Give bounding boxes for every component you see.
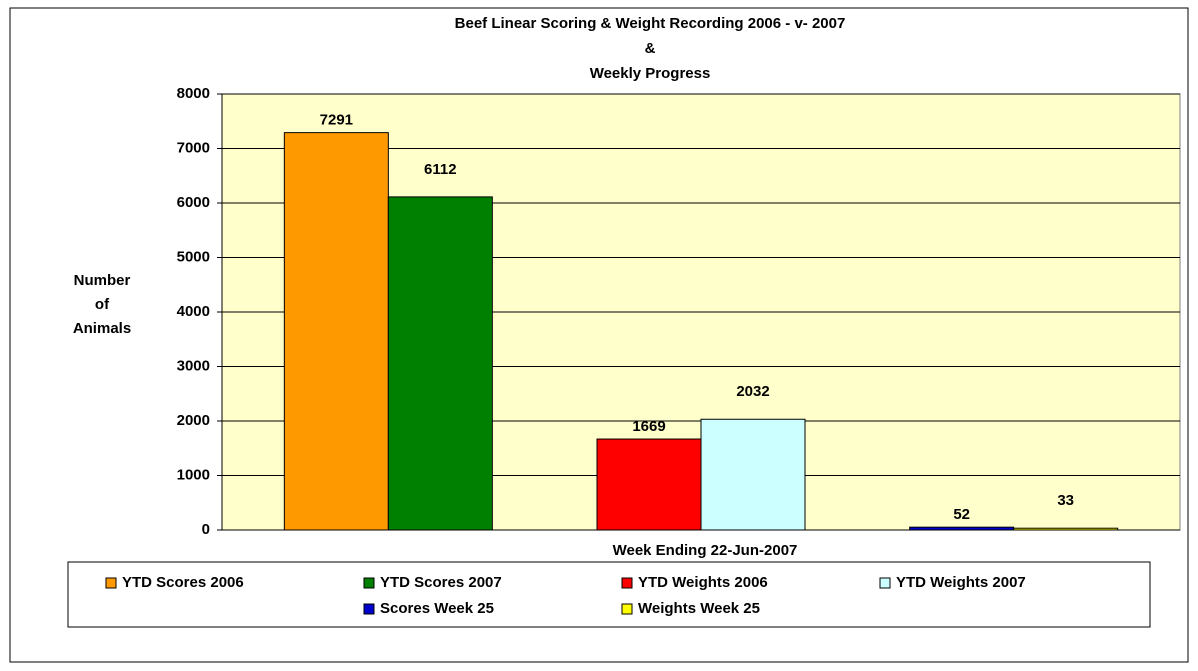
bar xyxy=(596,438,702,531)
y-axis-label: Number xyxy=(74,272,131,289)
chart-title: Weekly Progress xyxy=(590,65,711,82)
legend-label: YTD Scores 2006 xyxy=(122,574,244,591)
y-tick-label: 6000 xyxy=(177,194,210,211)
y-tick-label: 7000 xyxy=(177,139,210,156)
y-axis-label: of xyxy=(95,296,110,313)
legend-label: YTD Weights 2006 xyxy=(638,574,768,591)
legend xyxy=(67,561,1151,628)
legend-label: Weights Week 25 xyxy=(638,600,760,617)
legend-label: YTD Scores 2007 xyxy=(380,574,502,591)
y-tick-label: 3000 xyxy=(177,357,210,374)
y-tick-label: 8000 xyxy=(177,85,210,102)
legend-swatch xyxy=(621,577,633,589)
data-label: 2032 xyxy=(736,383,769,400)
chart-title: & xyxy=(645,40,656,57)
bar xyxy=(387,196,493,531)
legend-label: Scores Week 25 xyxy=(380,600,494,617)
data-label: 1669 xyxy=(632,418,665,435)
x-axis-label: Week Ending 22-Jun-2007 xyxy=(613,542,798,559)
y-tick-label: 4000 xyxy=(177,303,210,320)
chart-title: Beef Linear Scoring & Weight Recording 2… xyxy=(455,15,846,32)
legend-label: YTD Weights 2007 xyxy=(896,574,1026,591)
legend-swatch xyxy=(879,577,891,589)
legend-swatch xyxy=(105,577,117,589)
data-label: 7291 xyxy=(320,112,353,129)
data-label: 33 xyxy=(1057,492,1074,509)
data-label: 6112 xyxy=(424,161,457,178)
y-tick-label: 2000 xyxy=(177,412,210,429)
y-tick-label: 0 xyxy=(202,521,210,538)
data-label: 52 xyxy=(953,506,970,523)
y-axis-label: Animals xyxy=(73,320,131,337)
y-tick-label: 5000 xyxy=(177,248,210,265)
legend-swatch xyxy=(363,577,375,589)
bar xyxy=(283,132,389,531)
legend-swatch xyxy=(621,603,633,615)
bar xyxy=(700,418,806,531)
y-tick-label: 1000 xyxy=(177,466,210,483)
legend-swatch xyxy=(363,603,375,615)
